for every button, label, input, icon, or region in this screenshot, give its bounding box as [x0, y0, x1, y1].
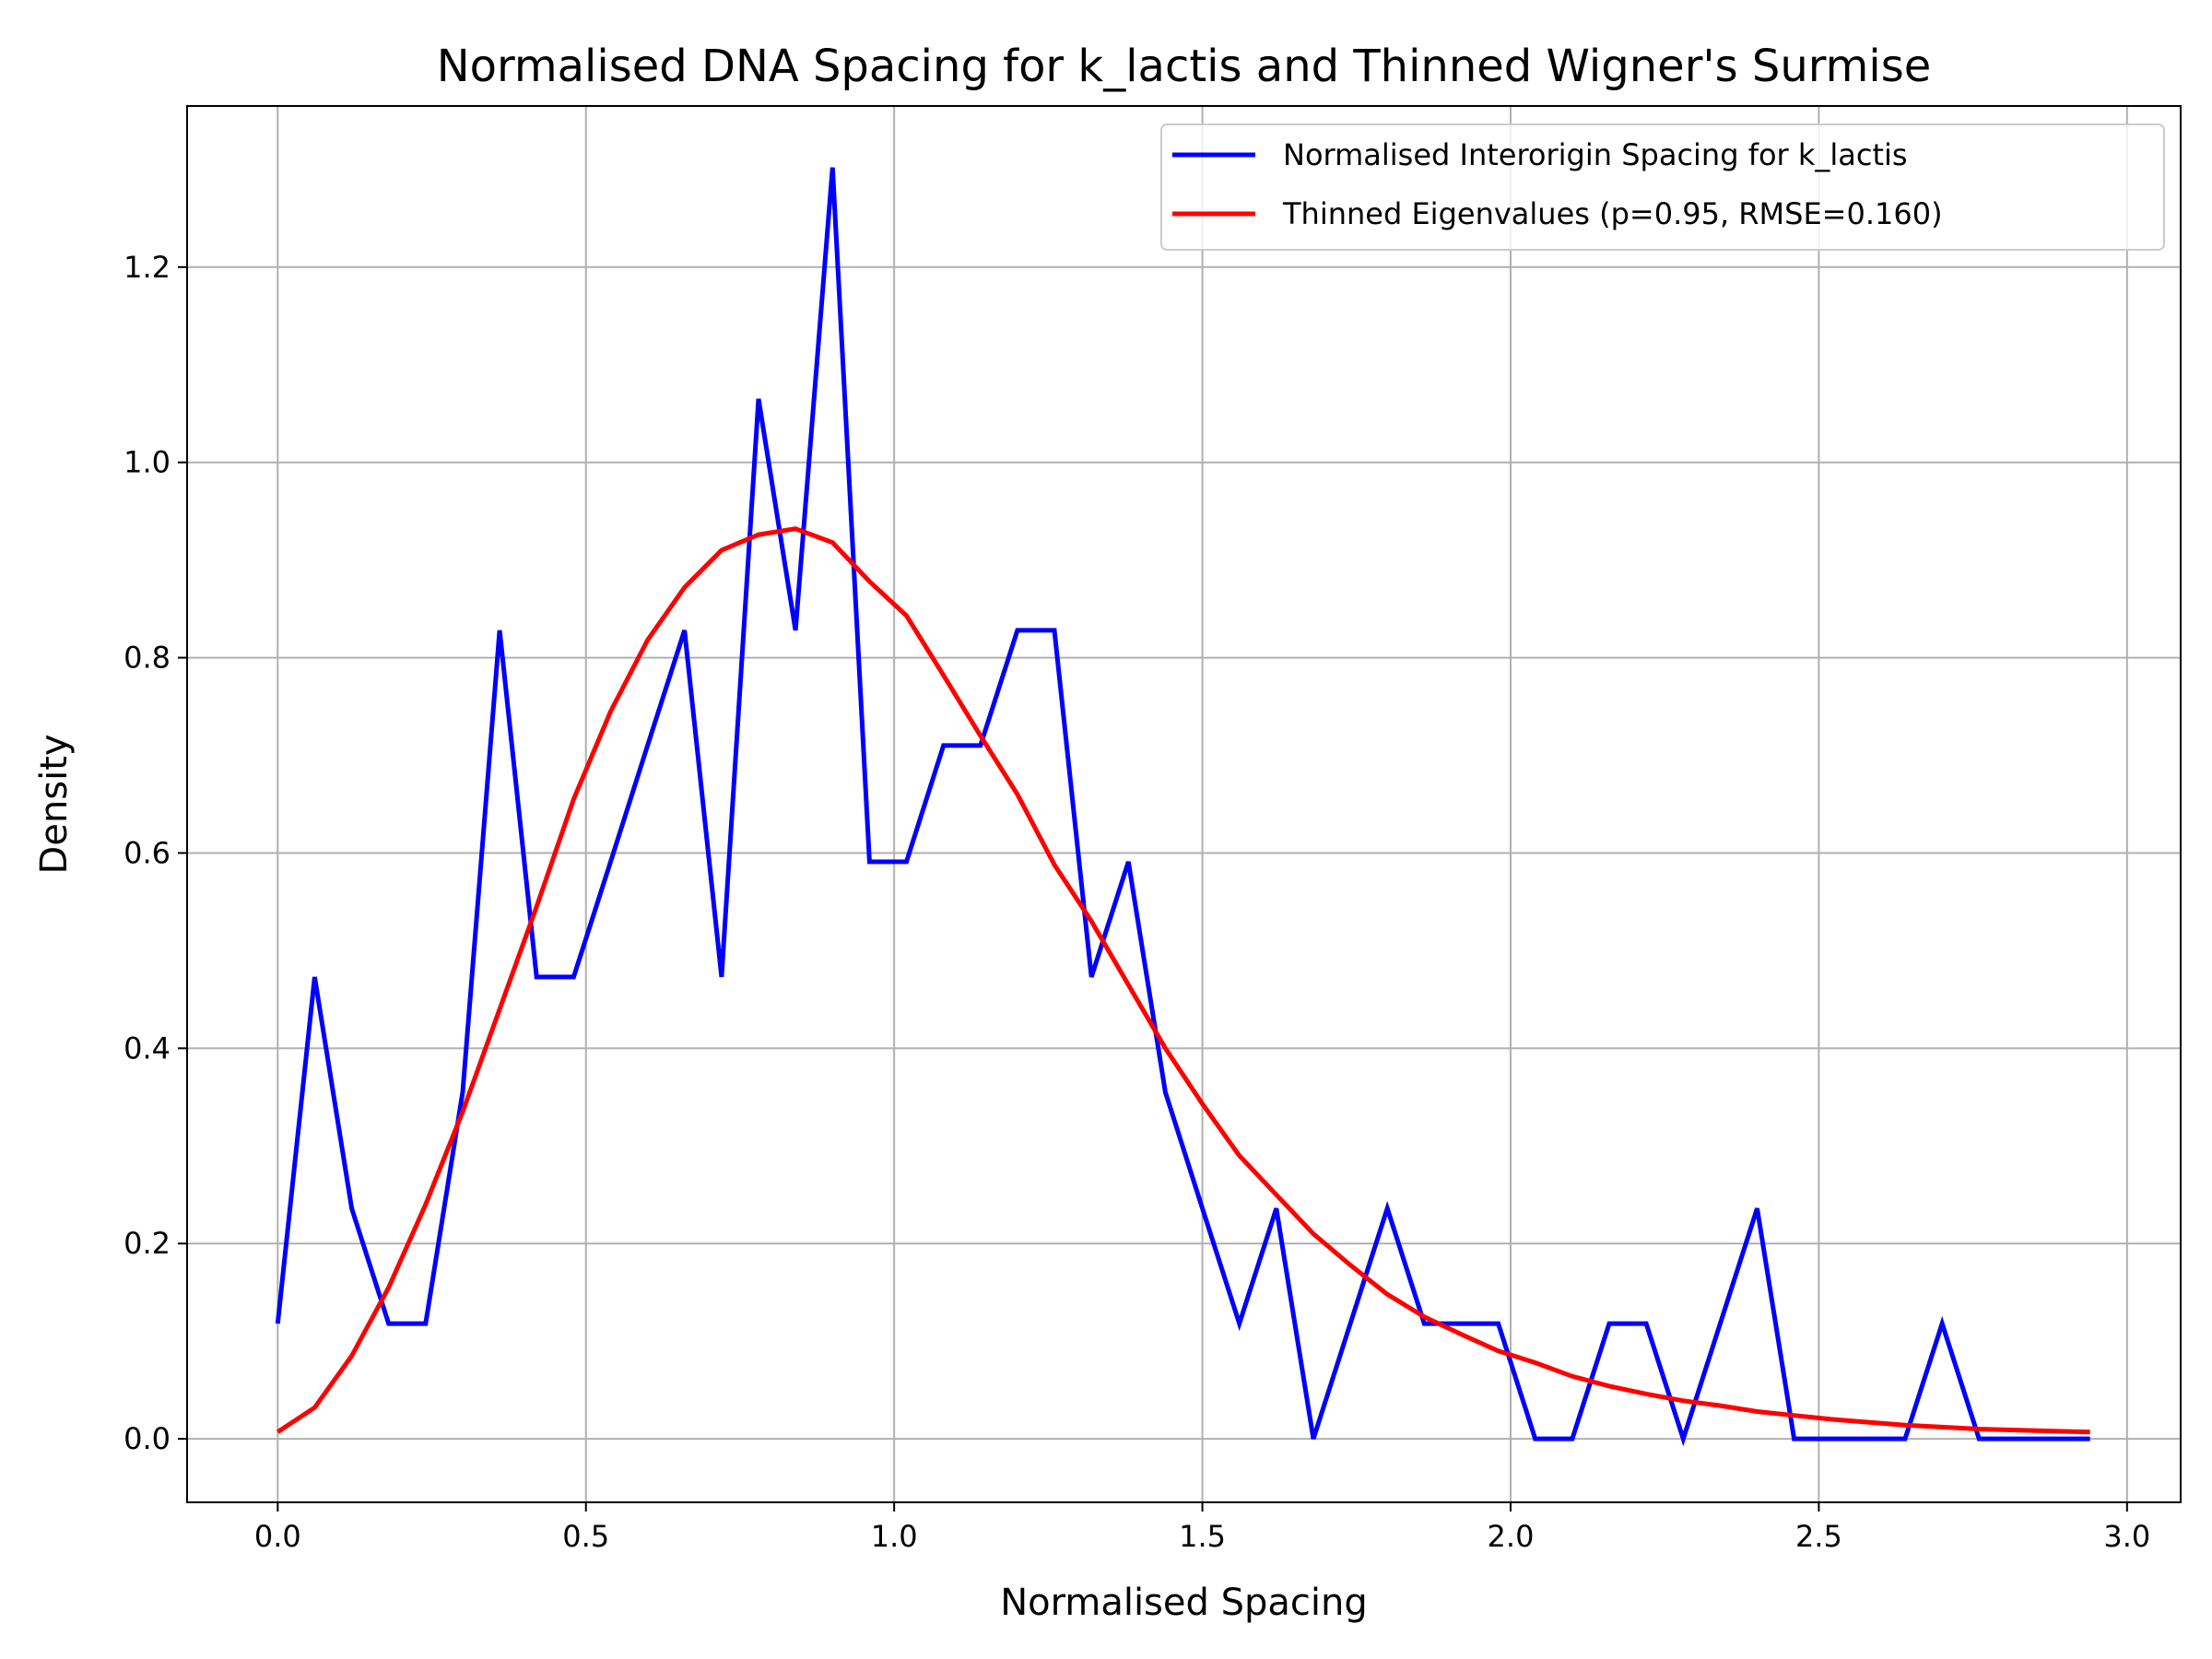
- x-axis-label: Normalised Spacing: [1000, 1582, 1368, 1624]
- y-tick-label: 0.8: [124, 641, 171, 676]
- y-tick-label: 0.2: [124, 1226, 171, 1261]
- x-tick-label: 1.0: [871, 1519, 918, 1554]
- x-tick-label: 0.5: [562, 1519, 609, 1554]
- y-tick-label: 0.6: [124, 835, 171, 870]
- legend-box: [1160, 124, 2165, 251]
- series-lines: [275, 167, 2090, 1447]
- series-line-thinned: [276, 526, 2090, 1435]
- chart-title: Normalised DNA Spacing for k_lactis and …: [437, 41, 1932, 92]
- series-line-interorigin: [275, 167, 2090, 1447]
- x-tick-label: 3.0: [2103, 1519, 2150, 1554]
- y-tick-label: 0.0: [124, 1421, 171, 1456]
- x-tick-label: 2.5: [1795, 1519, 1842, 1554]
- axis-ticks: 0.0 0.5 1.0 1.5 2.0 2.5 3.0 0.0 0.2 0.4 0.6 0.8 1.0 1…: [124, 250, 2150, 1554]
- x-tick-label: 2.0: [1488, 1519, 1535, 1554]
- legend-label-interorigin: Normalised Interorigin Spacing for k_lac…: [1283, 137, 1908, 172]
- legend-label-thinned: Thinned Eigenvalues (p=0.95, RMSE=0.160): [1282, 196, 1943, 231]
- x-tick-label: 0.0: [254, 1519, 301, 1554]
- plot-frame: [186, 105, 2182, 1503]
- x-tick-label: 1.5: [1179, 1519, 1226, 1554]
- legend: Normalised Interorigin Spacing for k_lac…: [1160, 124, 2165, 251]
- y-tick-label: 1.2: [124, 250, 171, 285]
- y-axis-label: Density: [33, 734, 76, 874]
- grid: [187, 106, 2181, 1502]
- y-tick-label: 1.0: [124, 445, 171, 480]
- y-tick-label: 0.4: [124, 1030, 171, 1065]
